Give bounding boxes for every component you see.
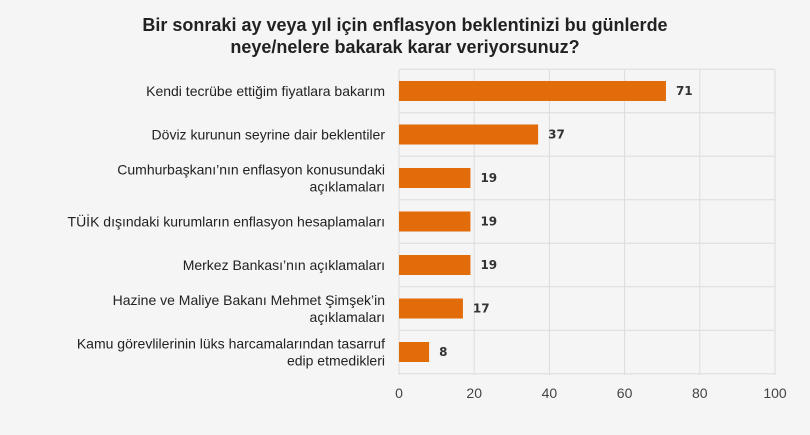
- category-label-line: Merkez Bankası’nın açıklamaları: [183, 257, 385, 273]
- category-label-line: Cumhurbaşkanı’nın enflasyon konusundaki: [117, 162, 385, 178]
- x-tick-label: 0: [395, 385, 403, 401]
- data-label: 8: [439, 345, 447, 359]
- bar: [399, 81, 666, 101]
- bar: [399, 342, 430, 362]
- category-label: Kendi tecrübe ettiğim fiyatlara bakarım: [146, 83, 385, 99]
- category-label-line: Kendi tecrübe ettiğim fiyatlara bakarım: [146, 83, 385, 99]
- category-label: Hazine ve Maliye Bakanı Mehmet Şimşek’in…: [113, 292, 385, 325]
- category-label: Merkez Bankası’nın açıklamaları: [183, 257, 385, 273]
- chart-title: Bir sonraki ay veya yıl için enflasyon b…: [0, 14, 810, 58]
- category-label: Döviz kurunun seyrine dair beklentiler: [152, 127, 386, 143]
- category-label: TÜİK dışındaki kurumların enflasyon hesa…: [68, 213, 385, 230]
- data-label: 71: [676, 84, 693, 98]
- data-label: 37: [548, 128, 565, 142]
- category-label-line: Kamu görevlilerinin lüks harcamalarından…: [77, 336, 385, 352]
- x-tick-label: 40: [542, 385, 558, 401]
- data-label: 19: [480, 258, 497, 272]
- data-label: 17: [473, 302, 490, 316]
- category-label-line: Döviz kurunun seyrine dair beklentiler: [152, 127, 386, 143]
- x-tick-label: 20: [466, 385, 482, 401]
- bar: [399, 255, 471, 275]
- x-tick-label: 80: [692, 385, 708, 401]
- bar: [399, 168, 471, 188]
- category-label-line: açıklamaları: [310, 309, 385, 325]
- x-tick-label: 100: [763, 385, 787, 401]
- bar: [399, 124, 539, 145]
- data-label: 19: [480, 171, 497, 185]
- chart-title-line-2: neye/nelere bakarak karar veriyorsunuz?: [230, 37, 580, 57]
- chart-title-line-1: Bir sonraki ay veya yıl için enflasyon b…: [142, 15, 668, 35]
- data-label: 19: [480, 215, 497, 229]
- bar: [399, 298, 463, 319]
- category-label: Kamu görevlilerinin lüks harcamalarından…: [77, 336, 385, 369]
- category-label: Cumhurbaşkanı’nın enflasyon konusundaki a…: [117, 162, 385, 195]
- category-label-line: TÜİK dışındaki kurumların enflasyon hesa…: [68, 213, 385, 230]
- x-tick-label: 60: [617, 385, 633, 401]
- bar: [399, 211, 471, 232]
- category-label-line: Hazine ve Maliye Bakanı Mehmet Şimşek’in: [113, 292, 385, 308]
- category-label-line: edip etmedikleri: [287, 353, 385, 369]
- category-label-line: açıklamaları: [310, 179, 385, 195]
